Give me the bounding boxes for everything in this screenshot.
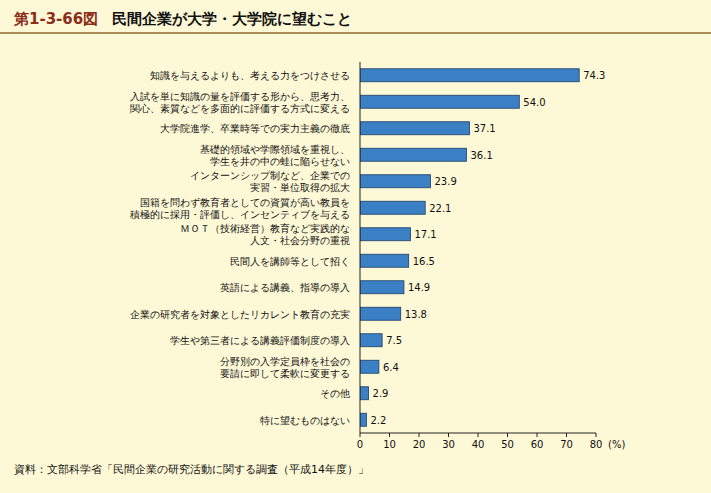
data-label: 2.2 bbox=[370, 415, 386, 426]
source: 資料：文部科学省「民間企業の研究活動に関する調査（平成14年度）」 bbox=[14, 463, 369, 476]
bar bbox=[360, 281, 404, 294]
x-tick-label: 50 bbox=[501, 439, 514, 450]
category-label: 民間人を講師等として招く bbox=[230, 256, 350, 267]
data-label: 14.9 bbox=[408, 282, 430, 293]
bar bbox=[360, 122, 469, 135]
data-label: 54.0 bbox=[523, 97, 545, 108]
bar bbox=[360, 413, 366, 426]
category-label: 特に望むものはない bbox=[260, 415, 350, 426]
x-tick-label: 80 bbox=[590, 439, 603, 450]
title: 民間企業が大学・大学院に望むこと bbox=[112, 10, 352, 28]
x-tick-label: 30 bbox=[442, 439, 455, 450]
category-label: その他 bbox=[320, 388, 350, 399]
bar bbox=[360, 387, 369, 400]
category-label: 大学院進学、卒業時等での実力主義の徹底 bbox=[160, 123, 350, 134]
x-tick bbox=[596, 433, 597, 437]
category-label: 知識を与えるよりも、考える力をつけさせる bbox=[150, 70, 350, 81]
bar bbox=[360, 95, 519, 108]
bars bbox=[360, 69, 579, 427]
x-axis-label: (%) bbox=[608, 439, 625, 450]
chart: 第1-3-66図民間企業が大学・大学院に望むこと 74.3 知識を与えるよりも、考え… bbox=[0, 0, 711, 493]
x-tick-label: 20 bbox=[413, 439, 426, 450]
x-tick bbox=[566, 433, 567, 437]
category-label: ＭＯＴ（技術経営）教育など実践的な人文・社会分野の重視 bbox=[180, 223, 350, 246]
category-label: 学生や第三者による講義評価制度の導入 bbox=[170, 335, 350, 346]
bar bbox=[360, 228, 410, 241]
bar bbox=[360, 334, 382, 347]
data-label: 2.9 bbox=[373, 388, 389, 399]
category-label: 英語による講義、指導の導入 bbox=[220, 282, 350, 293]
bar bbox=[360, 69, 579, 82]
x-tick-label: 40 bbox=[472, 439, 485, 450]
data-label: 36.1 bbox=[470, 150, 492, 161]
data-label: 16.5 bbox=[413, 256, 435, 267]
x-tick-label: 70 bbox=[560, 439, 573, 450]
bar bbox=[360, 148, 466, 161]
title-rule bbox=[0, 32, 711, 34]
bar bbox=[360, 201, 425, 214]
category-label: 企業の研究者を対象としたリカレント教育の充実 bbox=[130, 309, 350, 320]
x-tick bbox=[507, 433, 508, 437]
data-label: 6.4 bbox=[383, 362, 399, 373]
bar bbox=[360, 307, 401, 320]
category-label: 分野別の入学定員枠を社会の要請に即して柔軟に変更する bbox=[220, 356, 350, 379]
x-tick bbox=[537, 433, 538, 437]
category-label: 入試を単に知識の量を評価する形から、思考力、関心、素質などを多面的に評価する方式… bbox=[130, 91, 350, 114]
data-label: 13.8 bbox=[405, 309, 427, 320]
bar bbox=[360, 254, 409, 267]
data-label: 37.1 bbox=[473, 123, 495, 134]
background bbox=[0, 0, 711, 493]
x-tick-label: 10 bbox=[383, 439, 396, 450]
figure-number: 第1-3-66図 bbox=[13, 10, 98, 28]
x-tick-label: 0 bbox=[357, 439, 363, 450]
category-label: 基礎的領域や学際領域を重視し、学生を井の中の蛙に陥らせない bbox=[200, 144, 350, 167]
category-label: インターンシップ制など、企業での実習・単位取得の拡大 bbox=[190, 170, 350, 193]
y-axis bbox=[360, 62, 361, 433]
data-label: 23.9 bbox=[435, 176, 457, 187]
x-tick bbox=[360, 433, 361, 437]
bar bbox=[360, 360, 379, 373]
bar bbox=[360, 175, 431, 188]
x-tick bbox=[478, 433, 479, 437]
data-label: 22.1 bbox=[429, 203, 451, 214]
data-label: 7.5 bbox=[386, 335, 402, 346]
data-label: 17.1 bbox=[414, 229, 436, 240]
x-tick-label: 60 bbox=[531, 439, 544, 450]
data-label: 74.3 bbox=[583, 70, 605, 81]
x-tick bbox=[389, 433, 390, 437]
x-tick bbox=[419, 433, 420, 437]
x-tick bbox=[448, 433, 449, 437]
category-label: 国籍を問わず教育者としての資質が高い教員を積極的に採用・評価し、インセンティブを… bbox=[130, 197, 350, 220]
